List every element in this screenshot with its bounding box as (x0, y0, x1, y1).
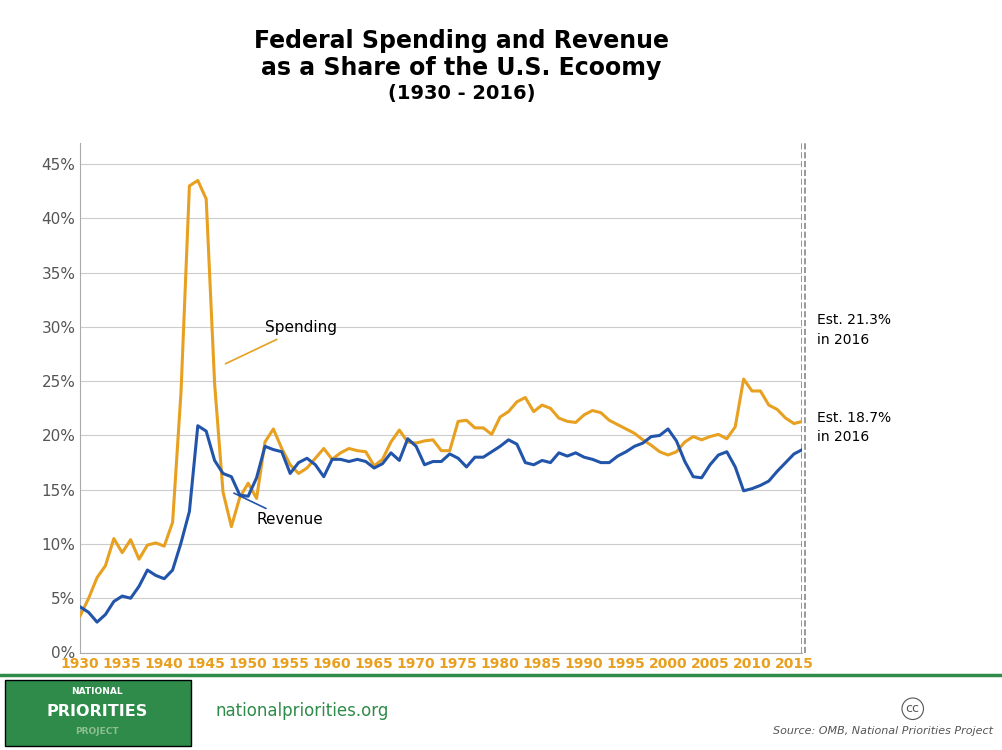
Text: Est. 18.7%
in 2016: Est. 18.7% in 2016 (817, 411, 891, 444)
Text: Revenue: Revenue (233, 493, 323, 527)
Text: NATIONAL: NATIONAL (71, 687, 123, 696)
Text: (1930 - 2016): (1930 - 2016) (387, 83, 535, 103)
Text: Est. 21.3%
in 2016: Est. 21.3% in 2016 (817, 314, 891, 346)
Text: Federal Spending and Revenue: Federal Spending and Revenue (254, 29, 668, 53)
Text: nationalpriorities.org: nationalpriorities.org (215, 702, 389, 720)
Text: PRIORITIES: PRIORITIES (47, 704, 147, 718)
Text: as a Share of the U.S. Ecoomy: as a Share of the U.S. Ecoomy (261, 56, 661, 80)
Text: PROJECT: PROJECT (75, 727, 119, 736)
Text: cc: cc (905, 702, 919, 715)
FancyBboxPatch shape (5, 680, 190, 746)
Text: Source: OMB, National Priorities Project: Source: OMB, National Priorities Project (773, 726, 992, 736)
Text: Spending: Spending (225, 320, 337, 364)
